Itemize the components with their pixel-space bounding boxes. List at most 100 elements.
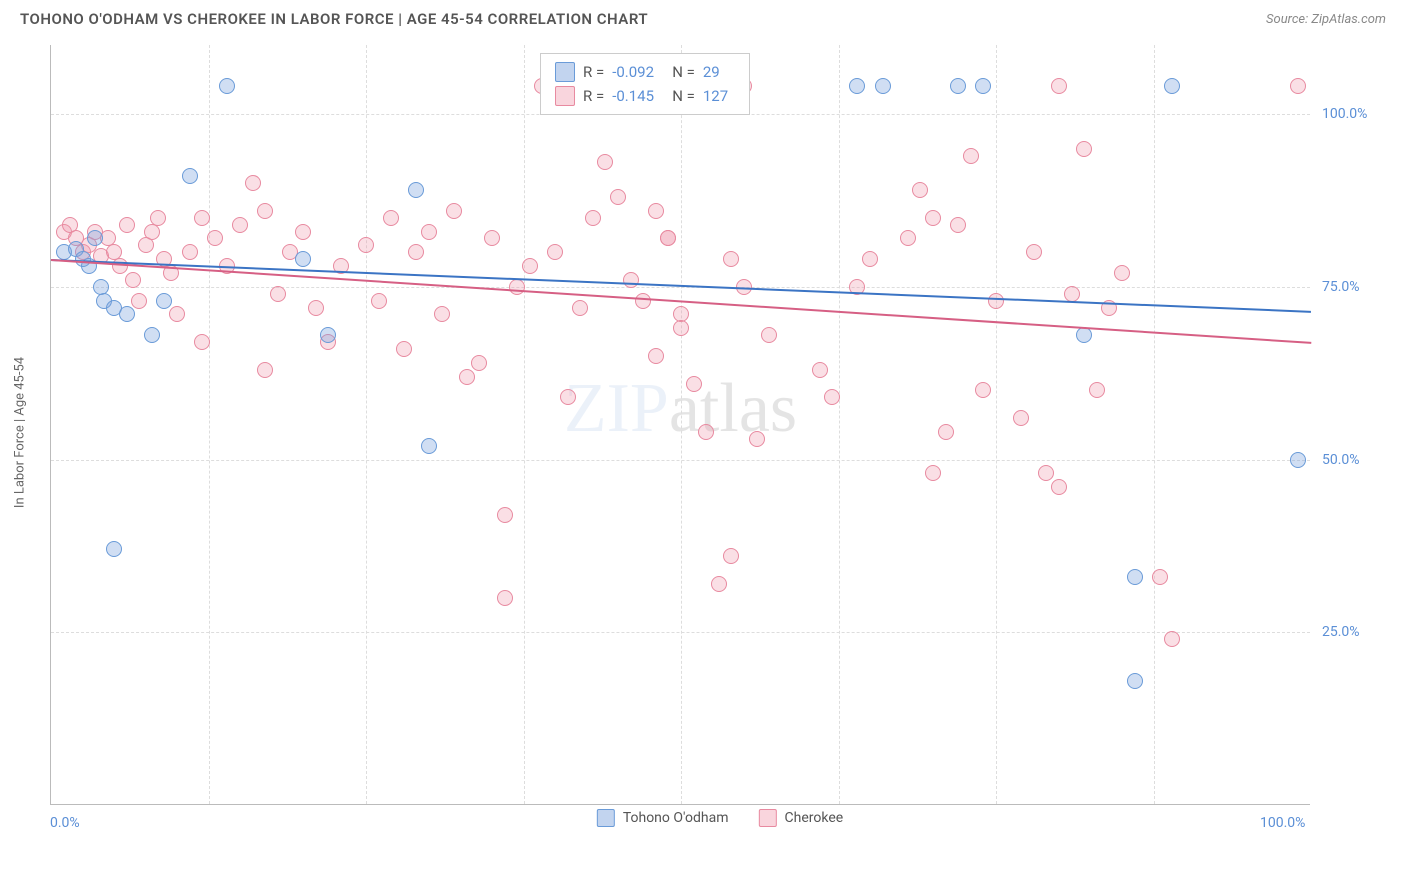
r-value-1: -0.092	[612, 63, 664, 81]
scatter-point	[686, 376, 702, 392]
scatter-point	[194, 210, 210, 226]
n-value-1: 29	[703, 63, 735, 81]
scatter-point	[232, 217, 248, 233]
scatter-point	[106, 541, 122, 557]
scatter-point	[900, 230, 916, 246]
scatter-point	[1038, 465, 1054, 481]
scatter-point	[131, 293, 147, 309]
scatter-point	[471, 355, 487, 371]
scatter-point	[144, 327, 160, 343]
scatter-point	[572, 300, 588, 316]
scatter-point	[150, 210, 166, 226]
gridline-v	[524, 45, 525, 804]
scatter-point	[219, 78, 235, 94]
legend-swatch-blue	[597, 809, 615, 827]
scatter-point	[1064, 286, 1080, 302]
x-tick-label: 100.0%	[1260, 815, 1305, 831]
scatter-point	[320, 327, 336, 343]
scatter-point	[723, 548, 739, 564]
scatter-point	[144, 224, 160, 240]
y-tick-label: 100.0%	[1322, 106, 1367, 122]
scatter-point	[610, 189, 626, 205]
y-tick-label: 75.0%	[1322, 279, 1360, 295]
scatter-point	[459, 369, 475, 385]
scatter-point	[522, 258, 538, 274]
scatter-point	[950, 217, 966, 233]
scatter-point	[1290, 452, 1306, 468]
y-tick-label: 25.0%	[1322, 624, 1360, 640]
scatter-point	[182, 168, 198, 184]
scatter-point	[1051, 479, 1067, 495]
r-value-2: -0.145	[612, 87, 664, 105]
scatter-point	[1114, 265, 1130, 281]
chart-container: ZIPatlas In Labor Force | Age 45-54 R = …	[50, 45, 1390, 835]
scatter-point	[824, 389, 840, 405]
scatter-point	[1076, 327, 1092, 343]
stats-legend: R = -0.092 N = 29 R = -0.145 N = 127	[540, 53, 750, 115]
gridline-v	[681, 45, 682, 804]
scatter-point	[295, 224, 311, 240]
scatter-point	[925, 465, 941, 481]
scatter-point	[1051, 78, 1067, 94]
scatter-point	[207, 230, 223, 246]
scatter-point	[1152, 569, 1168, 585]
gridline-v	[996, 45, 997, 804]
plot-area: ZIPatlas	[50, 45, 1310, 805]
scatter-point	[497, 590, 513, 606]
scatter-point	[925, 210, 941, 226]
bottom-legend: Tohono O'odham Cherokee	[597, 809, 843, 827]
scatter-point	[988, 293, 1004, 309]
scatter-point	[371, 293, 387, 309]
scatter-point	[421, 224, 437, 240]
scatter-point	[560, 389, 576, 405]
scatter-point	[408, 182, 424, 198]
scatter-point	[257, 203, 273, 219]
scatter-point	[245, 175, 261, 191]
scatter-point	[138, 237, 154, 253]
stats-row-2: R = -0.145 N = 127	[555, 84, 735, 108]
scatter-point	[862, 251, 878, 267]
scatter-point	[648, 203, 664, 219]
scatter-point	[396, 341, 412, 357]
scatter-point	[912, 182, 928, 198]
scatter-point	[383, 210, 399, 226]
scatter-point	[484, 230, 500, 246]
scatter-point	[1127, 569, 1143, 585]
scatter-point	[270, 286, 286, 302]
scatter-point	[194, 334, 210, 350]
scatter-point	[182, 244, 198, 260]
scatter-point	[585, 210, 601, 226]
scatter-point	[1089, 382, 1105, 398]
scatter-point	[635, 293, 651, 309]
scatter-point	[812, 362, 828, 378]
scatter-point	[623, 272, 639, 288]
scatter-point	[749, 431, 765, 447]
scatter-point	[975, 382, 991, 398]
scatter-point	[723, 251, 739, 267]
scatter-point	[597, 154, 613, 170]
scatter-point	[950, 78, 966, 94]
scatter-point	[169, 306, 185, 322]
scatter-point	[119, 217, 135, 233]
scatter-point	[156, 293, 172, 309]
scatter-point	[1127, 673, 1143, 689]
scatter-point	[119, 306, 135, 322]
scatter-point	[1013, 410, 1029, 426]
scatter-point	[1290, 78, 1306, 94]
scatter-point	[660, 230, 676, 246]
scatter-point	[1076, 141, 1092, 157]
scatter-point	[975, 78, 991, 94]
scatter-point	[509, 279, 525, 295]
scatter-point	[938, 424, 954, 440]
legend-label-2: Cherokee	[785, 810, 844, 826]
scatter-point	[963, 148, 979, 164]
chart-title: TOHONO O'ODHAM VS CHEROKEE IN LABOR FORC…	[20, 10, 648, 28]
gridline-v	[839, 45, 840, 804]
scatter-point	[673, 320, 689, 336]
scatter-point	[497, 507, 513, 523]
legend-swatch-pink	[759, 809, 777, 827]
scatter-point	[408, 244, 424, 260]
scatter-point	[547, 244, 563, 260]
scatter-point	[698, 424, 714, 440]
stats-row-1: R = -0.092 N = 29	[555, 60, 735, 84]
